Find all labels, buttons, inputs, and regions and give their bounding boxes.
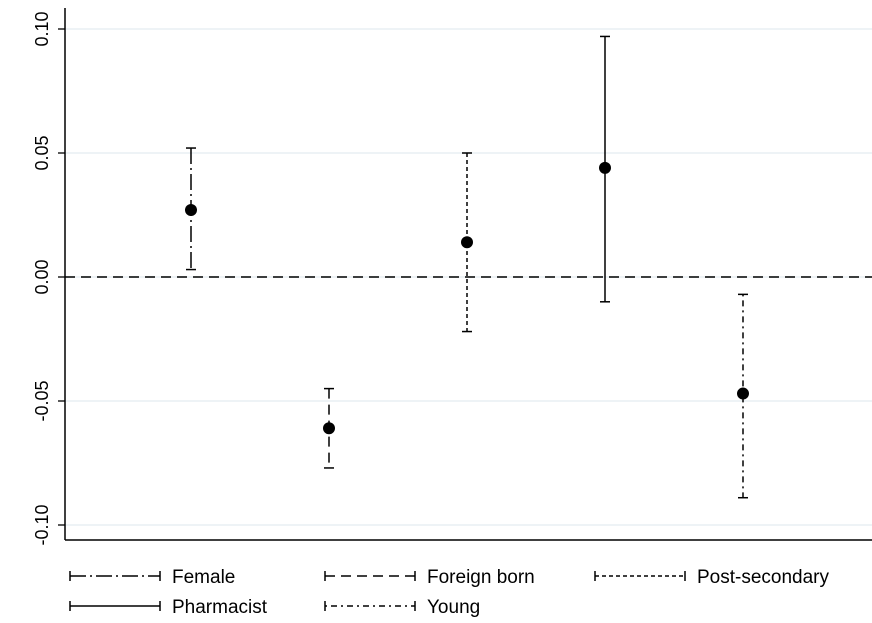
y-tick-label: 0.10: [32, 11, 52, 46]
point-female: [185, 204, 197, 217]
point-foreign-born: [323, 422, 335, 435]
legend-label: Post-secondary: [697, 567, 830, 588]
point-pharmacist: [599, 161, 611, 174]
legend-item-foreign-born: Foreign born: [324, 567, 535, 588]
legend-item-young: Young: [324, 597, 480, 618]
legend-label: Young: [427, 597, 480, 618]
legend-label: Female: [172, 567, 235, 588]
y-tick-label: -0.05: [32, 380, 52, 421]
legend-item-female: Female: [69, 567, 235, 588]
y-tick-label: 0.05: [32, 135, 52, 170]
error-bar-post-secondary: [462, 152, 472, 333]
y-tick-label: -0.10: [32, 504, 52, 545]
point-young: [737, 387, 749, 400]
y-tick-label: 0.00: [32, 259, 52, 294]
legend-item-post-secondary: Post-secondary: [594, 567, 830, 588]
error-bars: [186, 35, 748, 499]
error-bar-young: [738, 293, 748, 499]
point-estimates: [185, 161, 749, 435]
legend-item-pharmacist: Pharmacist: [69, 597, 268, 618]
point-post-secondary: [461, 236, 473, 249]
legend: Female Foreign born Post-secondary Pharmaci…: [69, 567, 830, 618]
legend-label: Foreign born: [427, 567, 535, 588]
legend-label: Pharmacist: [172, 597, 268, 618]
y-axis: -0.10 -0.05 0.00 0.05 0.10: [32, 8, 872, 546]
